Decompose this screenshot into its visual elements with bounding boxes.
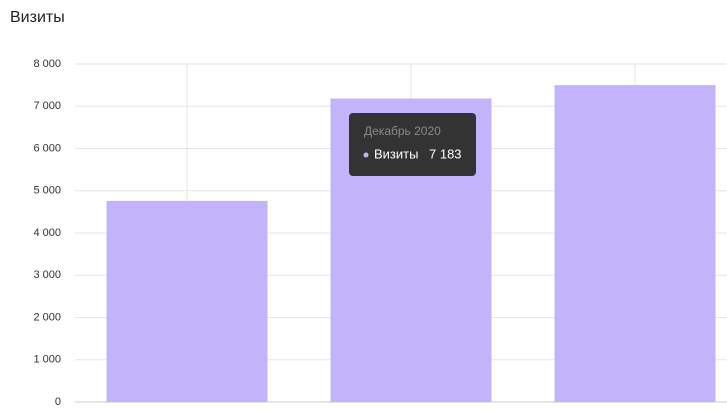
- tooltip-value: 7 183: [429, 146, 462, 161]
- chart-title: Визиты: [10, 9, 65, 26]
- tooltip-title: Декабрь 2020: [364, 124, 441, 138]
- tooltip: Декабрь 2020 Визиты 7 183: [349, 113, 476, 176]
- y-tick-label: 2 000: [33, 311, 61, 323]
- bar: [106, 200, 268, 402]
- y-tick-label: 0: [55, 396, 61, 408]
- tooltip-dot: [363, 152, 369, 158]
- tooltip-series: Визиты: [374, 146, 418, 161]
- bar: [554, 85, 716, 402]
- y-tick-label: 6 000: [33, 142, 61, 154]
- y-tick-label: 5 000: [33, 185, 61, 197]
- y-tick-label: 8 000: [33, 58, 61, 70]
- tooltip-box: [349, 113, 476, 176]
- y-tick-label: 1 000: [33, 354, 61, 366]
- y-tick-label: 4 000: [33, 227, 61, 239]
- y-tick-label: 7 000: [33, 100, 61, 112]
- y-tick-label: 3 000: [33, 269, 61, 281]
